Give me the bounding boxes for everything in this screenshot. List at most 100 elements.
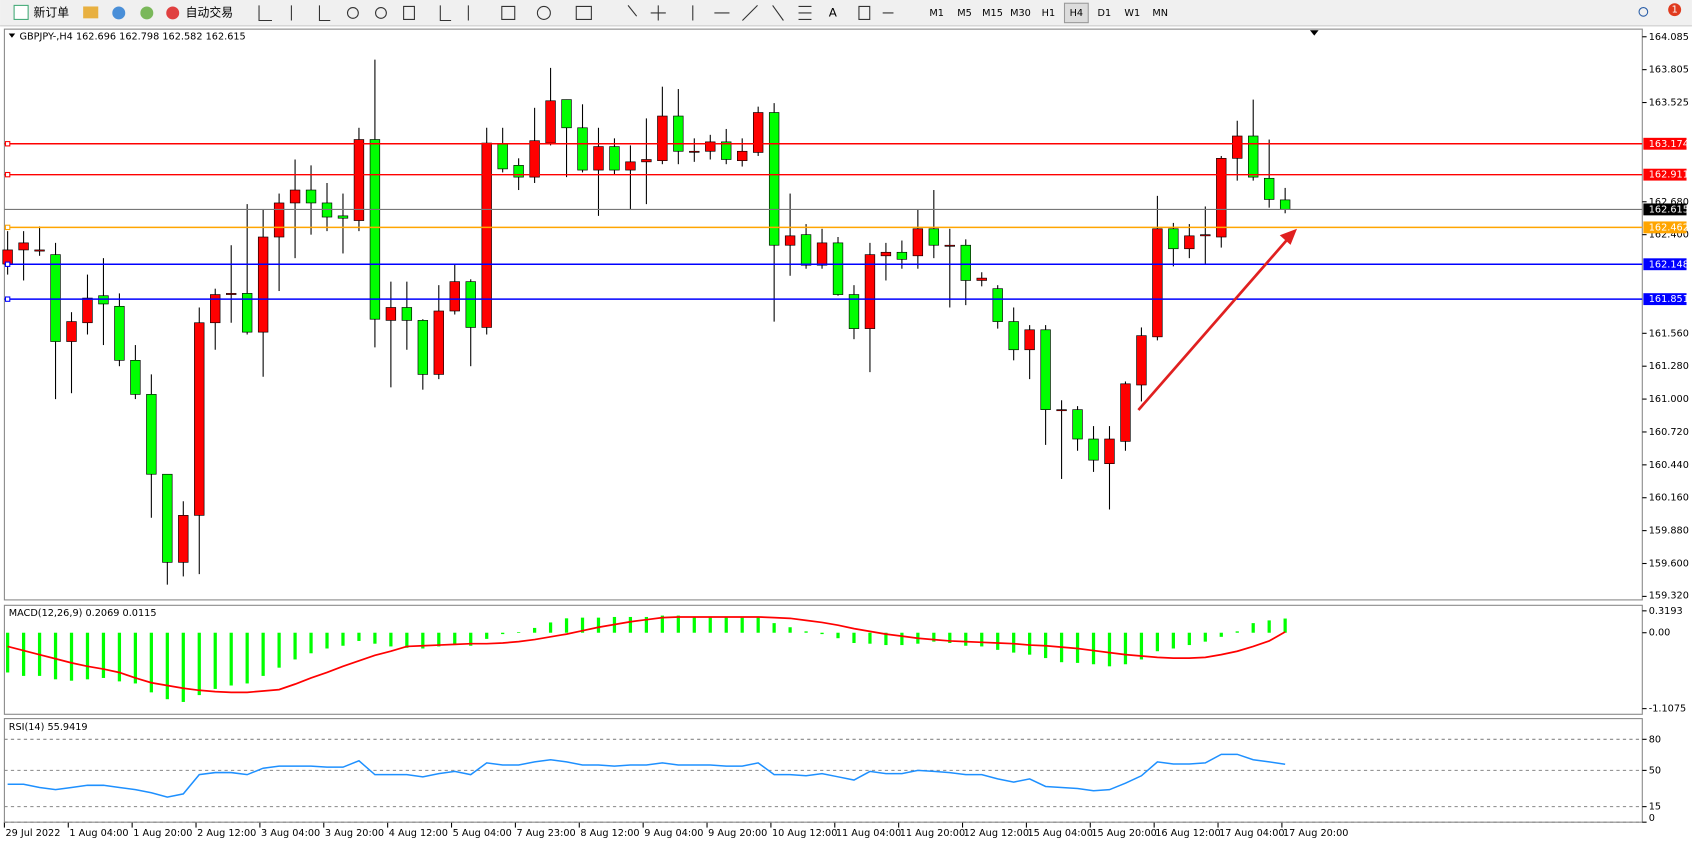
x-tick-label: 15 Aug 20:00 — [1091, 828, 1156, 839]
macd-bar — [1107, 632, 1112, 667]
macd-bar — [660, 615, 664, 633]
candle-body — [210, 294, 221, 324]
auto-trading-label: 自动交易 — [186, 5, 233, 19]
new-order-label: 新订单 — [34, 5, 70, 19]
timeframe-label: M15 — [982, 8, 1003, 19]
new-order-button[interactable]: 新订单 — [13, 4, 70, 20]
macd-bar — [485, 632, 489, 639]
candle-body — [1248, 135, 1259, 178]
y-tick-label: 0 — [1649, 813, 1655, 824]
macd-bar — [133, 632, 138, 684]
level-tag — [1643, 168, 1687, 181]
search-icon[interactable] — [1638, 7, 1649, 17]
macd-bar — [804, 631, 808, 633]
x-tick-label: 3 Aug 04:00 — [261, 828, 320, 839]
macd-bar — [676, 615, 680, 633]
x-tick-label: 8 Aug 12:00 — [580, 828, 639, 839]
candle-body — [66, 321, 77, 342]
indicator-title: MACD(12,26,9) — [9, 608, 83, 619]
candle-body — [130, 360, 141, 395]
auto-trading-button[interactable]: 自动交易 — [166, 5, 233, 19]
macd-bar — [149, 632, 153, 693]
timeframe-label: M30 — [1010, 8, 1031, 19]
notification-badge[interactable] — [1668, 3, 1682, 17]
candle-body — [34, 249, 45, 252]
notification-count: 1 — [1672, 5, 1678, 16]
macd-bar — [548, 622, 553, 633]
icon-button[interactable] — [83, 6, 99, 19]
signal-line — [7, 616, 1286, 694]
macd-bar — [1155, 632, 1160, 652]
candle-body — [657, 115, 668, 161]
macd-bar — [453, 632, 457, 646]
candle-body — [305, 189, 317, 204]
macd-bar — [101, 632, 106, 678]
candle-body — [1056, 409, 1067, 412]
y-tick-label: 163.805 — [1649, 65, 1689, 76]
timeframe-button[interactable] — [1063, 2, 1089, 24]
toolbar — [0, 0, 1692, 26]
macd-bar — [213, 632, 217, 689]
macd-bar — [628, 616, 633, 633]
level-marker — [4, 261, 11, 267]
text-tool[interactable]: A — [829, 5, 838, 19]
y-tick-label: 163.525 — [1649, 98, 1689, 109]
macd-bar — [405, 632, 409, 648]
candle-body — [864, 254, 876, 329]
macd-bar — [532, 627, 537, 633]
candle-body — [1279, 199, 1291, 210]
x-tick-label: 3 Aug 20:00 — [325, 828, 384, 839]
macd-bar — [165, 632, 169, 700]
candle-body — [1120, 383, 1131, 442]
candle-body — [880, 251, 892, 257]
x-tick-label: 17 Aug 04:00 — [1219, 828, 1284, 839]
timeframe-label: H4 — [1070, 8, 1083, 19]
x-tick-label: 1 Aug 20:00 — [133, 828, 192, 839]
candle-body — [705, 141, 716, 152]
candle-body — [289, 189, 301, 204]
timeframe-label: M5 — [957, 8, 972, 19]
macd-bar — [437, 632, 441, 647]
spacer — [246, 32, 249, 43]
macd-bar — [277, 632, 281, 668]
candle-body — [1232, 135, 1243, 159]
timeframe-label: H1 — [1042, 8, 1055, 19]
candle-body — [417, 320, 429, 375]
candle-body — [385, 307, 397, 321]
timeframe-label: MN — [1152, 8, 1168, 19]
macd-bar — [1219, 632, 1223, 637]
macd-bar — [788, 627, 792, 633]
macd-bar — [357, 632, 361, 641]
y-tick-label: 162.400 — [1649, 230, 1689, 241]
y-tick-label: 160.720 — [1649, 427, 1689, 438]
macd-bar — [1091, 632, 1096, 665]
macd-bar — [644, 616, 649, 633]
x-tick-label: 17 Aug 20:00 — [1283, 828, 1348, 839]
candle-body — [992, 288, 1003, 322]
x-tick-label: 5 Aug 04:00 — [453, 828, 512, 839]
macd-bar — [293, 632, 297, 660]
candle-body — [481, 142, 492, 328]
candle-body — [321, 202, 333, 218]
candle-body — [625, 161, 636, 171]
candle-body — [1200, 234, 1211, 237]
icon-button[interactable] — [112, 6, 126, 20]
icon-button[interactable] — [140, 6, 154, 20]
level-tag — [1643, 293, 1687, 306]
header-triangle — [8, 33, 16, 38]
candle-body — [784, 235, 796, 246]
annotation-arrow — [1137, 238, 1289, 411]
macd-bar — [980, 632, 984, 647]
level-label: 162.148 — [1649, 259, 1689, 270]
macd-bar — [197, 632, 201, 696]
y-tick-label: 80 — [1649, 734, 1661, 745]
macd-bar — [1203, 632, 1207, 642]
candle-body — [353, 139, 365, 221]
candle-body — [497, 143, 508, 170]
macd-bar — [261, 632, 265, 676]
candle-body — [928, 228, 940, 246]
candle-body — [593, 146, 604, 171]
candle-body — [241, 293, 253, 333]
